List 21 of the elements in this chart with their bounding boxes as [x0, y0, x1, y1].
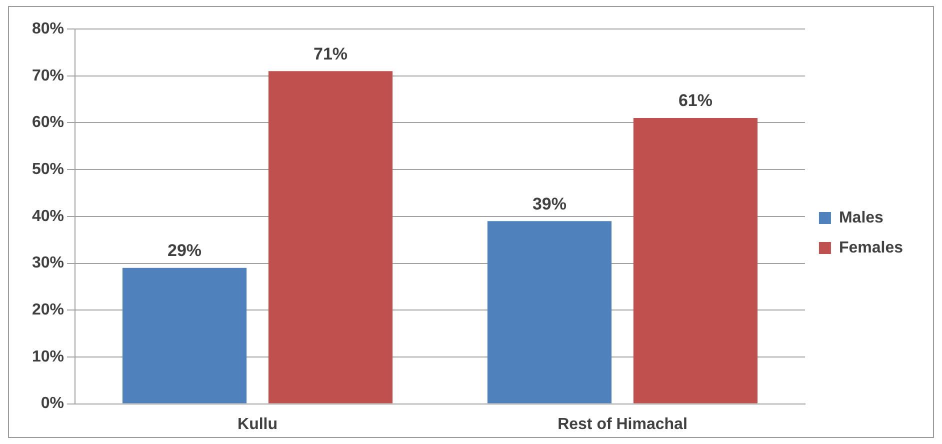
x-tick-label: Rest of Himachal [558, 416, 688, 433]
y-tick-label: 0% [40, 395, 64, 412]
y-tick-label: 60% [32, 114, 64, 132]
y-tick-label: 20% [32, 302, 64, 319]
bar [487, 221, 612, 404]
y-tick-label: 50% [32, 160, 64, 178]
y-tick-label: 70% [32, 67, 64, 84]
y-tick-label: 40% [32, 208, 64, 225]
y-tick-label: 10% [32, 348, 64, 366]
data-label: 61% [678, 91, 712, 110]
data-label: 39% [532, 194, 566, 214]
data-label: 71% [313, 44, 348, 64]
y-tick-label: 30% [32, 254, 64, 272]
legend-label: Females [838, 239, 904, 256]
x-tick-label: Kullu [238, 416, 278, 433]
legend-label: Males [838, 209, 884, 226]
data-label: 29% [168, 241, 202, 260]
bar [122, 268, 247, 404]
bar [268, 71, 393, 404]
bar [633, 118, 758, 404]
y-tick-label: 80% [32, 20, 64, 38]
